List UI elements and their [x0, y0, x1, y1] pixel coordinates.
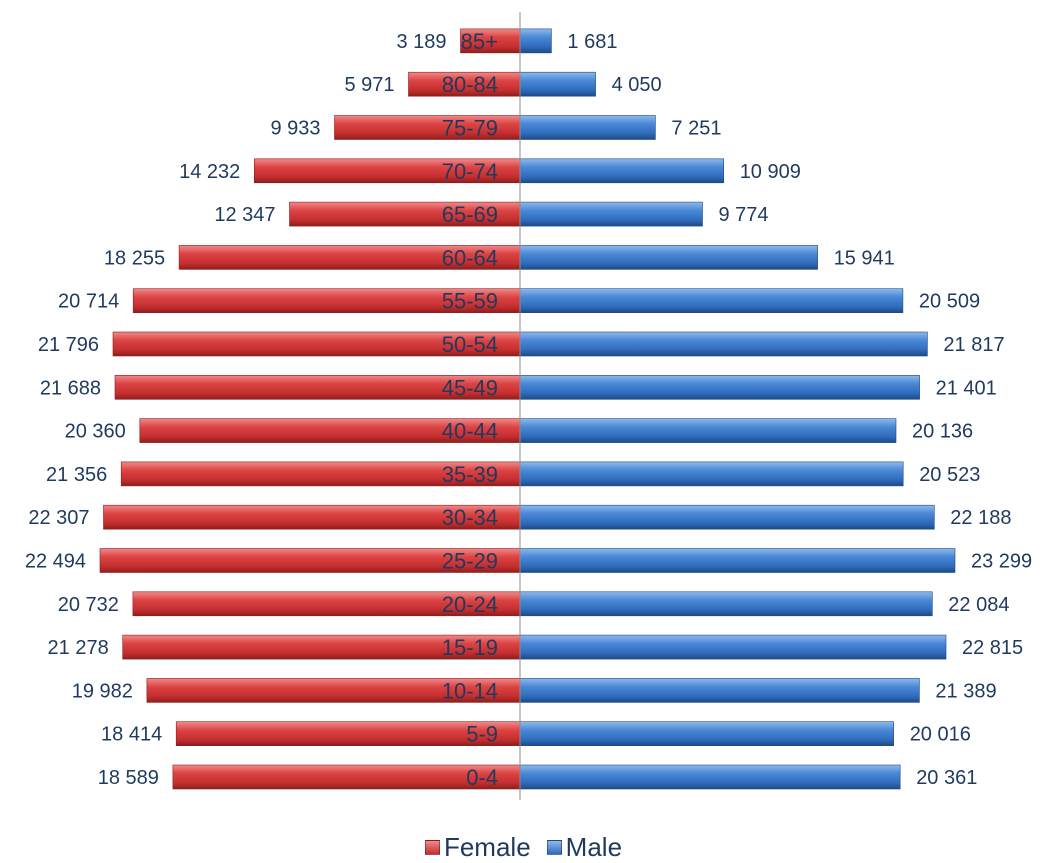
category-label-20-24: 20-24	[442, 592, 498, 617]
legend-label-female: Female	[443, 831, 531, 862]
bar-male-55-59	[519, 288, 904, 314]
value-label-female-5-9: 18 414	[101, 724, 162, 746]
category-label-65-69: 65-69	[442, 202, 498, 227]
value-label-male-30-34: 22 188	[950, 507, 1011, 529]
value-label-female-25-29: 22 494	[25, 551, 86, 573]
category-label-40-44: 40-44	[442, 419, 498, 444]
value-label-male-60-64: 15 941	[834, 247, 895, 269]
value-label-female-45-49: 21 688	[40, 377, 101, 399]
category-label-5-9: 5-9	[466, 722, 498, 747]
value-label-female-35-39: 21 356	[46, 464, 107, 486]
bar-female-45-49	[114, 374, 521, 400]
bar-female-40-44	[139, 418, 521, 443]
value-label-male-5-9: 20 016	[910, 724, 971, 746]
bar-male-40-44	[519, 418, 897, 443]
category-label-60-64: 60-64	[442, 245, 498, 270]
category-label-75-79: 75-79	[442, 116, 498, 141]
category-label-25-29: 25-29	[442, 549, 498, 574]
bar-male-25-29	[519, 548, 956, 573]
bar-female-80-84	[408, 71, 521, 97]
value-label-female-50-54: 21 796	[38, 334, 99, 356]
bar-female-0-4	[172, 764, 521, 790]
value-label-female-20-24: 20 732	[58, 594, 119, 616]
value-label-male-25-29: 23 299	[971, 551, 1032, 573]
value-label-male-20-24: 22 084	[948, 594, 1009, 616]
value-label-male-15-19: 22 815	[962, 637, 1023, 659]
bar-male-70-74	[519, 158, 724, 184]
value-label-female-70-74: 14 232	[179, 161, 240, 183]
value-label-female-75-79: 9 933	[270, 118, 320, 140]
bar-female-65-69	[289, 201, 521, 227]
legend: Female Male	[0, 831, 1047, 863]
legend-item-female: Female	[424, 831, 531, 863]
category-label-0-4: 0-4	[466, 765, 498, 790]
bar-male-0-4	[519, 764, 901, 790]
bar-male-50-54	[519, 331, 928, 357]
bar-female-55-59	[132, 288, 521, 314]
bar-female-85+	[460, 28, 521, 54]
bar-male-15-19	[519, 634, 947, 660]
value-label-female-40-44: 20 360	[65, 421, 126, 443]
bar-male-85+	[519, 28, 552, 54]
bar-female-20-24	[132, 591, 521, 617]
category-label-15-19: 15-19	[442, 635, 498, 660]
bar-male-10-14	[519, 678, 920, 703]
value-label-female-55-59: 20 714	[58, 291, 119, 313]
category-label-35-39: 35-39	[442, 462, 498, 487]
value-label-male-65-69: 9 774	[719, 204, 769, 226]
value-label-male-45-49: 21 401	[936, 377, 997, 399]
value-label-male-40-44: 20 136	[912, 421, 973, 443]
value-label-male-80-84: 4 050	[612, 74, 662, 96]
category-label-30-34: 30-34	[442, 505, 498, 530]
value-label-female-80-84: 5 971	[344, 74, 394, 96]
value-label-male-0-4: 20 361	[916, 767, 977, 789]
category-label-10-14: 10-14	[442, 678, 498, 703]
value-label-female-15-19: 21 278	[48, 637, 109, 659]
bar-male-45-49	[519, 374, 920, 400]
value-label-female-0-4: 18 589	[98, 767, 159, 789]
legend-swatch-female	[424, 839, 440, 855]
value-label-female-30-34: 22 307	[28, 507, 89, 529]
category-label-80-84: 80-84	[442, 72, 498, 97]
bar-female-5-9	[175, 721, 521, 747]
category-label-85+: 85+	[461, 29, 498, 54]
value-label-male-10-14: 21 389	[935, 680, 996, 702]
bar-male-35-39	[519, 461, 904, 487]
value-label-male-35-39: 20 523	[919, 464, 980, 486]
value-label-female-10-14: 19 982	[72, 680, 133, 702]
bar-male-30-34	[519, 504, 935, 530]
bars-layer	[99, 28, 956, 790]
bar-female-35-39	[120, 461, 521, 487]
category-label-50-54: 50-54	[442, 332, 498, 357]
value-label-female-65-69: 12 347	[214, 204, 275, 226]
value-label-female-60-64: 18 255	[104, 247, 165, 269]
value-label-male-70-74: 10 909	[740, 161, 801, 183]
bar-female-60-64	[178, 245, 521, 270]
legend-item-male: Male	[546, 831, 623, 863]
population-pyramid-chart: 18 589 20 361 0-4 18 414 20 016 5-9 19 982 21 3…	[25, 12, 1032, 800]
bar-male-20-24	[519, 591, 933, 617]
category-label-70-74: 70-74	[442, 159, 498, 184]
bar-female-30-34	[103, 504, 521, 530]
bar-male-60-64	[519, 245, 818, 270]
bar-female-25-29	[99, 548, 521, 573]
legend-label-male: Male	[565, 831, 623, 862]
bar-male-75-79	[519, 115, 656, 140]
value-label-female-85+: 3 189	[396, 31, 446, 53]
value-label-male-75-79: 7 251	[671, 118, 721, 140]
legend-swatch-male	[546, 839, 562, 855]
bar-female-15-19	[122, 634, 521, 660]
labels-layer: 18 589 20 361 0-4 18 414 20 016 5-9 19 982 21 3…	[25, 29, 1032, 790]
value-label-male-55-59: 20 509	[919, 291, 980, 313]
bar-male-80-84	[519, 71, 596, 97]
bar-female-10-14	[146, 678, 521, 703]
bar-male-5-9	[519, 721, 895, 747]
category-label-45-49: 45-49	[442, 375, 498, 400]
bar-female-75-79	[334, 115, 521, 140]
bar-male-65-69	[519, 201, 703, 227]
value-label-male-85+: 1 681	[567, 31, 617, 53]
category-label-55-59: 55-59	[442, 289, 498, 314]
value-label-male-50-54: 21 817	[943, 334, 1004, 356]
